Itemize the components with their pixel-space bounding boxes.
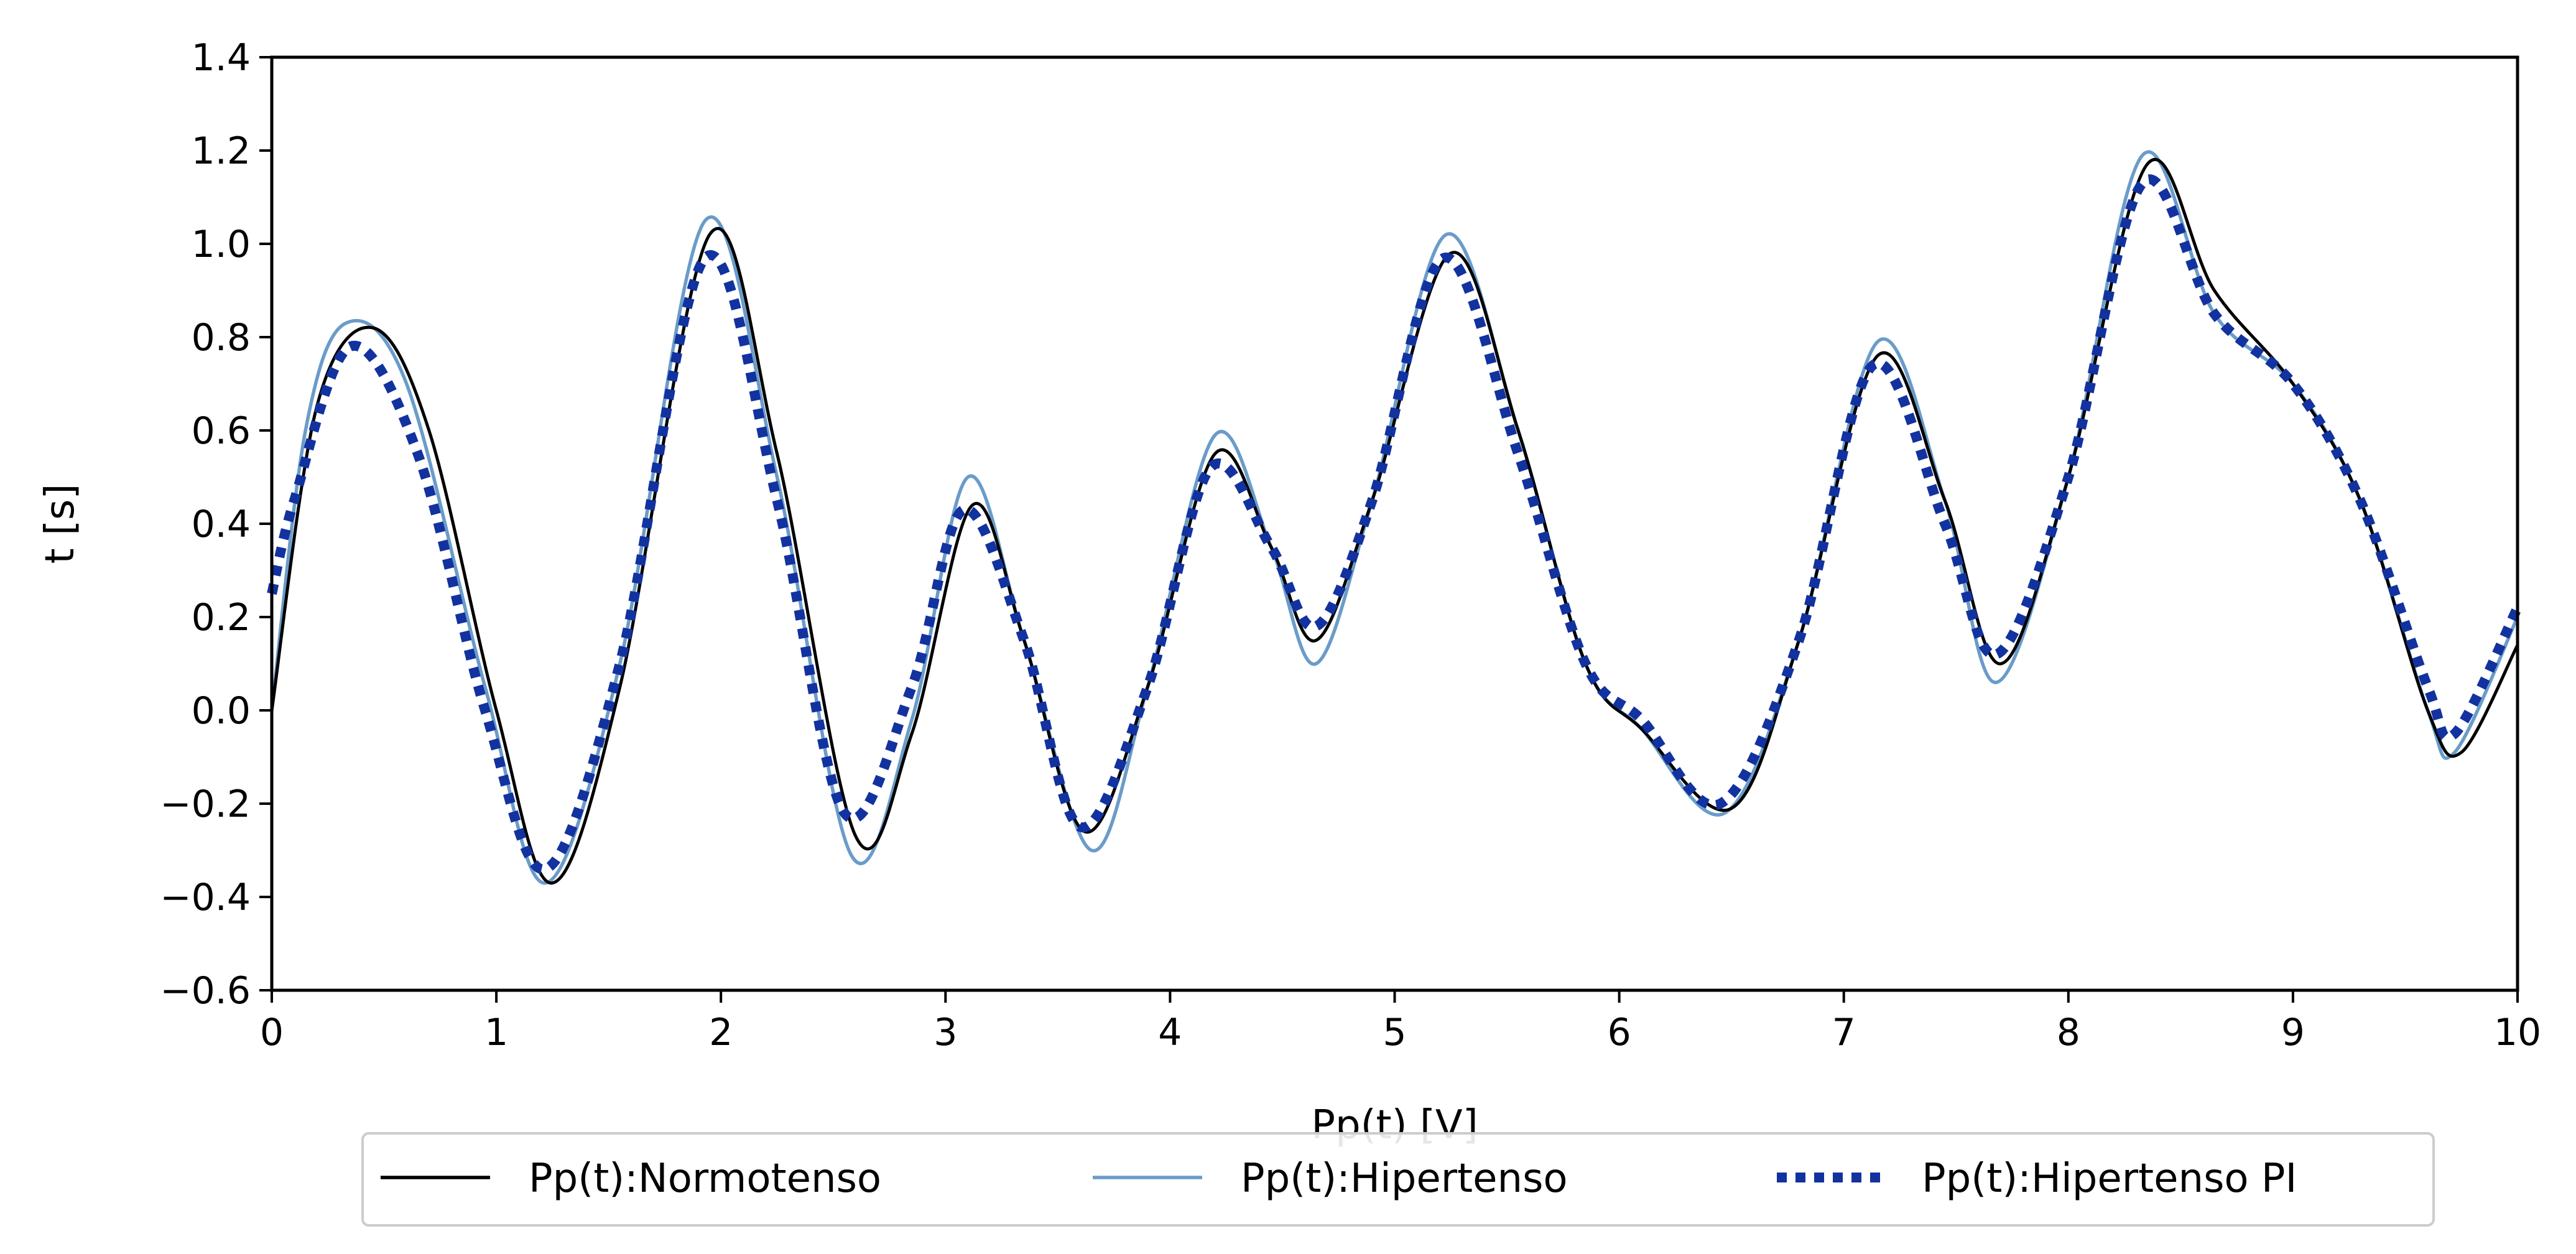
series-line-hipertenso — [270, 150, 2519, 885]
y-tick-label: −0.6 — [160, 969, 251, 1013]
x-tick-label: 5 — [1383, 1011, 1406, 1054]
legend-box — [361, 1132, 2435, 1227]
ticks-layer: 0 1 2 3 4 5 6 7 8 9 10 −0.6 −0.4 −0.2 0.0 0.2 0.4 0.6 0.8 1… — [160, 36, 2541, 1054]
x-tick-label: 1 — [484, 1011, 508, 1054]
y-tick-label: 1.4 — [192, 36, 251, 80]
series-line-hipertenso-pi — [267, 174, 2523, 875]
legend-label-hipertenso: Pp(t):Hipertenso — [1241, 1156, 1568, 1202]
y-tick-label: −0.4 — [160, 876, 251, 919]
y-tick-label: 0.0 — [192, 689, 251, 733]
y-tick-label: 1.0 — [192, 223, 251, 266]
y-tick-label: 0.8 — [192, 316, 251, 360]
x-tick-label: 4 — [1158, 1011, 1182, 1054]
series-line-normotenso — [270, 157, 2519, 885]
x-tick-label: 6 — [1608, 1011, 1631, 1054]
x-tick-label: 9 — [2281, 1011, 2305, 1054]
y-axis-label: t [s] — [37, 484, 83, 564]
x-tick-label: 10 — [2494, 1011, 2541, 1054]
x-tick-label: 7 — [1832, 1011, 1856, 1054]
x-tick-label: 2 — [709, 1011, 733, 1054]
x-tick-label: 3 — [934, 1011, 957, 1054]
plot-frame — [270, 55, 2519, 992]
x-tick-label: 8 — [2057, 1011, 2080, 1054]
y-tick-label: −0.2 — [160, 783, 251, 826]
y-tick-label: 1.2 — [192, 129, 251, 173]
legend: Pp(t):Normotenso Pp(t):Hipertenso Pp(t):Hi… — [361, 1132, 2435, 1227]
y-tick-label: 0.6 — [192, 409, 251, 453]
legend-label-normotenso: Pp(t):Normotenso — [529, 1156, 881, 1202]
x-tick-label: 0 — [260, 1011, 284, 1054]
series-layer — [267, 150, 2523, 885]
y-tick-label: 0.4 — [192, 503, 251, 546]
legend-label-hipertenso-pi: Pp(t):Hipertenso PI — [1922, 1156, 2297, 1202]
y-tick-label: 0.2 — [192, 596, 251, 639]
